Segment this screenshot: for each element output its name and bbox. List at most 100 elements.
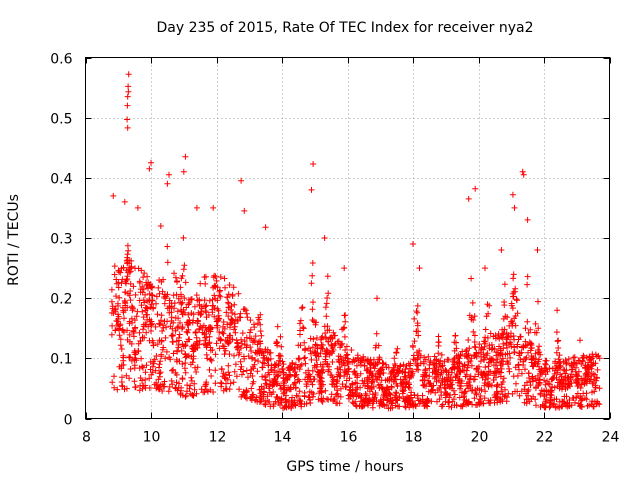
data-point bbox=[143, 329, 150, 336]
data-point bbox=[482, 388, 489, 395]
data-point bbox=[318, 395, 325, 402]
data-point bbox=[469, 299, 476, 306]
data-point bbox=[506, 368, 513, 375]
data-point bbox=[321, 235, 328, 241]
data-point bbox=[218, 365, 225, 372]
data-point bbox=[402, 374, 409, 381]
data-point bbox=[158, 351, 165, 358]
data-point bbox=[594, 375, 600, 382]
data-point bbox=[245, 374, 251, 381]
data-point bbox=[551, 396, 558, 403]
data-point bbox=[206, 366, 213, 373]
data-point bbox=[128, 357, 135, 364]
data-point bbox=[337, 385, 344, 392]
data-point bbox=[119, 374, 125, 381]
data-point bbox=[267, 355, 274, 362]
data-point bbox=[406, 385, 413, 391]
data-point bbox=[521, 399, 528, 406]
data-point bbox=[510, 333, 517, 339]
data-point bbox=[524, 216, 531, 223]
data-point bbox=[228, 317, 235, 323]
data-point bbox=[572, 399, 578, 406]
data-point bbox=[230, 284, 237, 291]
data-point bbox=[226, 372, 233, 379]
data-point bbox=[410, 344, 416, 350]
data-point bbox=[299, 304, 306, 311]
data-point bbox=[197, 280, 204, 287]
data-point bbox=[554, 307, 561, 314]
data-point bbox=[279, 366, 286, 373]
data-point bbox=[501, 281, 508, 288]
data-point bbox=[432, 389, 439, 396]
data-point bbox=[161, 300, 168, 307]
data-point bbox=[232, 329, 239, 336]
data-point bbox=[243, 388, 250, 395]
data-point bbox=[133, 313, 140, 320]
data-point bbox=[138, 355, 145, 362]
data-point bbox=[310, 161, 317, 167]
data-point bbox=[297, 317, 304, 324]
data-point bbox=[132, 324, 139, 331]
data-point bbox=[376, 356, 383, 363]
data-point bbox=[442, 385, 449, 392]
data-point bbox=[559, 383, 566, 390]
data-point bbox=[400, 388, 406, 395]
data-point bbox=[297, 327, 303, 334]
data-point bbox=[307, 400, 314, 406]
data-point bbox=[475, 368, 482, 375]
data-point bbox=[288, 398, 295, 405]
data-point bbox=[484, 301, 491, 308]
data-point bbox=[183, 304, 190, 311]
data-point bbox=[254, 368, 261, 375]
data-point bbox=[230, 379, 237, 386]
data-point bbox=[509, 305, 516, 312]
data-point bbox=[341, 333, 348, 340]
data-point bbox=[584, 403, 591, 409]
data-point bbox=[232, 361, 239, 368]
data-point bbox=[206, 297, 213, 304]
data-point bbox=[136, 297, 143, 304]
data-point bbox=[309, 272, 316, 279]
data-point bbox=[250, 337, 257, 344]
data-point bbox=[172, 369, 179, 376]
data-point bbox=[149, 297, 156, 304]
data-point bbox=[219, 329, 226, 336]
data-point bbox=[354, 352, 361, 359]
data-point bbox=[163, 293, 170, 300]
data-point bbox=[487, 330, 494, 337]
data-point bbox=[581, 354, 587, 361]
data-point bbox=[352, 370, 359, 377]
data-point bbox=[302, 346, 308, 353]
data-point bbox=[463, 382, 470, 389]
data-point bbox=[520, 343, 527, 350]
data-point bbox=[317, 336, 324, 343]
data-point bbox=[259, 359, 266, 366]
data-point bbox=[281, 404, 288, 411]
data-point bbox=[434, 398, 440, 405]
data-point bbox=[566, 402, 572, 409]
data-point bbox=[217, 274, 224, 280]
data-point bbox=[505, 359, 512, 366]
data-point bbox=[127, 366, 134, 372]
data-point bbox=[244, 395, 250, 402]
data-point bbox=[477, 393, 484, 399]
data-point bbox=[586, 353, 593, 360]
data-point bbox=[177, 299, 184, 306]
data-point bbox=[328, 334, 335, 341]
data-point bbox=[482, 364, 489, 371]
data-point bbox=[318, 341, 325, 348]
data-point bbox=[302, 354, 308, 361]
data-point bbox=[179, 375, 186, 382]
data-point bbox=[172, 327, 179, 334]
data-point bbox=[179, 325, 185, 332]
data-point bbox=[324, 273, 331, 280]
data-point bbox=[176, 331, 183, 338]
data-point bbox=[307, 335, 314, 342]
data-point bbox=[414, 302, 421, 309]
data-point bbox=[220, 330, 227, 337]
data-point bbox=[502, 351, 509, 358]
data-point bbox=[250, 378, 257, 385]
data-point bbox=[132, 291, 139, 298]
data-point bbox=[577, 337, 583, 344]
data-point bbox=[537, 391, 544, 398]
